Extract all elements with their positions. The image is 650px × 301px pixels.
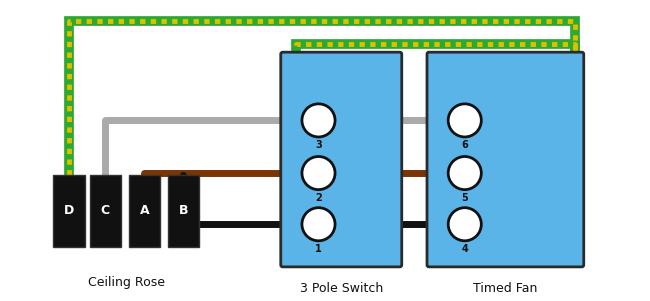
FancyBboxPatch shape	[427, 52, 584, 267]
Text: 6: 6	[462, 140, 468, 150]
Text: 5: 5	[462, 193, 468, 203]
Bar	[129, 175, 160, 247]
Circle shape	[448, 104, 481, 137]
Circle shape	[302, 208, 335, 241]
Text: 3 Pole Switch: 3 Pole Switch	[300, 282, 383, 296]
Text: A: A	[140, 204, 149, 217]
Text: 4: 4	[462, 244, 468, 254]
Circle shape	[302, 157, 335, 190]
Circle shape	[448, 157, 481, 190]
Text: C: C	[101, 204, 110, 217]
Text: 2: 2	[315, 193, 322, 203]
Text: 1: 1	[315, 244, 322, 254]
Text: Ceiling Rose: Ceiling Rose	[88, 276, 164, 290]
Bar	[168, 175, 199, 247]
FancyBboxPatch shape	[281, 52, 402, 267]
Text: D: D	[64, 204, 74, 217]
Text: B: B	[179, 204, 188, 217]
Circle shape	[448, 208, 481, 241]
Text: 3: 3	[315, 140, 322, 150]
Bar	[53, 175, 84, 247]
Text: Timed Fan: Timed Fan	[473, 282, 538, 296]
Bar	[90, 175, 121, 247]
Circle shape	[302, 104, 335, 137]
